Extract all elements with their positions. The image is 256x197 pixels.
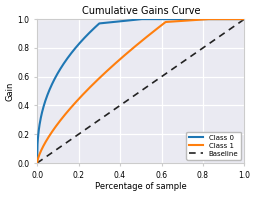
Legend: Class 0, Class 1, Baseline: Class 0, Class 1, Baseline xyxy=(186,132,241,160)
Class 1 xyxy=(206,18,209,20)
Class 0 xyxy=(243,18,246,20)
Class 0 xyxy=(159,18,163,20)
Class 1 xyxy=(243,18,246,20)
Class 0 xyxy=(148,18,151,20)
Class 1 xyxy=(159,25,162,27)
X-axis label: Percentage of sample: Percentage of sample xyxy=(95,182,187,191)
Line: Class 0: Class 0 xyxy=(37,19,244,163)
Class 0 xyxy=(140,18,143,20)
Title: Cumulative Gains Curve: Cumulative Gains Curve xyxy=(81,6,200,16)
Class 0 xyxy=(36,162,39,164)
Class 1 xyxy=(148,34,151,36)
Class 0 xyxy=(206,18,209,20)
Line: Class 1: Class 1 xyxy=(37,19,244,163)
Class 0 xyxy=(238,18,241,20)
Class 1 xyxy=(135,44,138,46)
Class 1 xyxy=(36,162,39,164)
Class 1 xyxy=(206,18,209,20)
Class 0 xyxy=(135,18,138,21)
Y-axis label: Gain: Gain xyxy=(6,81,15,101)
Class 1 xyxy=(134,45,137,47)
Class 0 xyxy=(134,19,137,21)
Class 1 xyxy=(238,18,241,20)
